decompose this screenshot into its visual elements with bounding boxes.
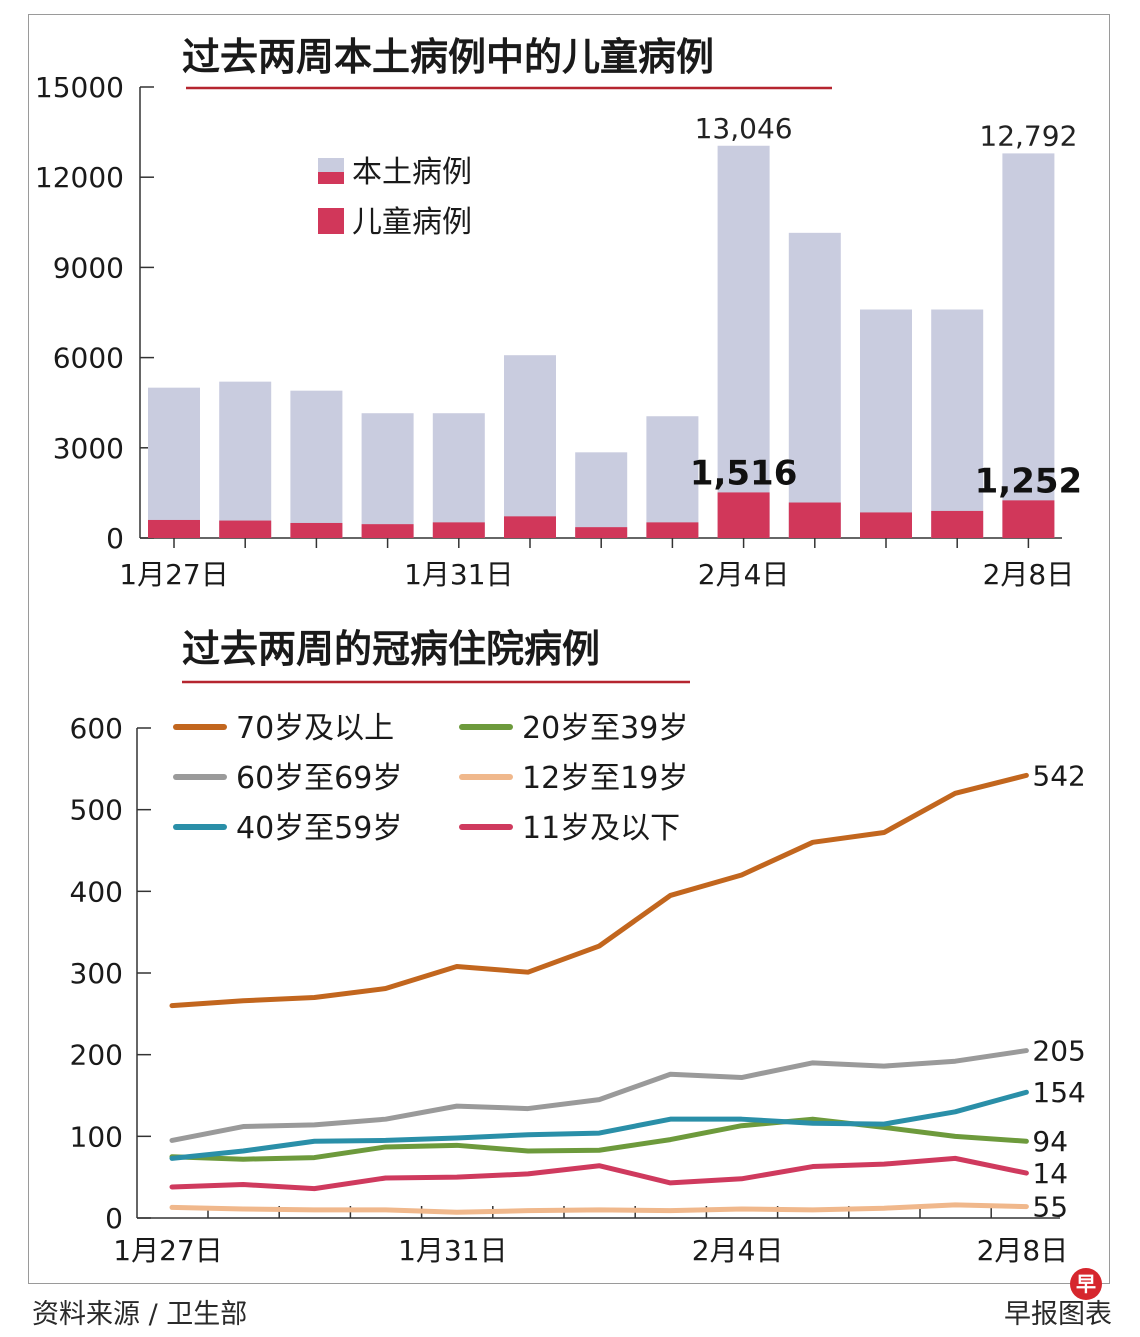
- bar-value-label: 1,252: [975, 461, 1083, 501]
- legend-series-label: 12岁至19岁: [522, 761, 688, 796]
- line-y-tick-label: 200: [70, 1039, 123, 1072]
- line-end-label: 55: [1032, 1191, 1068, 1224]
- bar-child: [860, 512, 912, 538]
- bar-total: [361, 413, 414, 538]
- line-end-label: 154: [1032, 1076, 1085, 1109]
- line-x-tick-label: 1月31日: [398, 1234, 507, 1267]
- bar-value-label: 1,516: [690, 453, 798, 493]
- bar-child: [148, 519, 200, 538]
- bar-y-tick-label: 6000: [53, 342, 124, 375]
- line-series-6: [169, 1155, 1029, 1192]
- bar-total: [432, 413, 485, 538]
- bar-total: [860, 309, 912, 538]
- bar-total: [148, 387, 200, 538]
- bar-total: [504, 355, 556, 538]
- line-y-tick-label: 600: [70, 712, 123, 745]
- line-y-tick-label: 0: [105, 1202, 123, 1235]
- line-x-tick-label: 2月8日: [977, 1234, 1069, 1267]
- bar-total: [717, 145, 770, 539]
- legend-series-label: 11岁及以下: [522, 811, 680, 846]
- legend-series-label: 20岁至39岁: [522, 711, 688, 746]
- line-x-tick-label: 1月27日: [113, 1234, 222, 1267]
- bar-total: [219, 381, 272, 538]
- bar-total: [575, 452, 628, 538]
- line-end-label: 205: [1032, 1035, 1085, 1068]
- bar-child: [432, 522, 485, 538]
- line-series-3: [169, 1089, 1029, 1161]
- bar-x-tick-label: 2月8日: [983, 558, 1075, 591]
- line-series-4: [169, 1116, 1029, 1162]
- bar-value-label: 13,046: [695, 112, 793, 145]
- bar-child: [1002, 500, 1055, 538]
- bar-x-tick-label: 1月31日: [404, 558, 513, 591]
- legend-series-label: 60岁至69岁: [236, 761, 402, 796]
- bar-y-tick-label: 12000: [35, 161, 124, 194]
- line-end-label: 542: [1032, 759, 1085, 792]
- line-end-label: 14: [1032, 1157, 1068, 1190]
- bar-value-label: 12,792: [979, 119, 1077, 152]
- bar-child: [504, 516, 556, 538]
- line-x-tick-label: 2月4日: [692, 1234, 784, 1267]
- bar-y-tick-label: 15000: [35, 71, 124, 104]
- line-y-tick-label: 100: [70, 1120, 123, 1153]
- chart-credit: 早报图表: [1004, 1299, 1112, 1330]
- legend-series-label: 70岁及以上: [236, 711, 394, 746]
- line-series-1: [169, 772, 1029, 1009]
- bar-child: [290, 522, 343, 538]
- legend-swatch-child: [318, 208, 344, 234]
- line-y-tick-label: 400: [70, 875, 123, 908]
- bar-x-tick-label: 1月27日: [119, 558, 228, 591]
- bar-y-tick-label: 9000: [53, 251, 124, 284]
- line-chart-title: 过去两周的冠病住院病例: [182, 627, 600, 671]
- bar-total: [788, 232, 841, 538]
- bar-child: [646, 522, 699, 538]
- legend-label-child: 儿童病例: [352, 205, 472, 240]
- bar-y-tick-label: 3000: [53, 432, 124, 465]
- bar-child: [575, 527, 628, 538]
- bar-chart-title: 过去两周本土病例中的儿童病例: [182, 35, 714, 79]
- line-y-tick-label: 300: [70, 957, 123, 990]
- bar-total: [290, 390, 343, 538]
- bar-child: [361, 524, 414, 538]
- publisher-logo: 早: [1070, 1268, 1102, 1300]
- line-y-tick-label: 500: [70, 794, 123, 827]
- legend-label-total: 本土病例: [352, 155, 472, 190]
- bar-child: [788, 502, 841, 538]
- bar-total: [931, 309, 984, 538]
- chart-frame: [28, 14, 1110, 1284]
- source-note: 资料来源 / 卫生部: [32, 1299, 248, 1330]
- line-series-5: [169, 1202, 1029, 1215]
- bar-child: [219, 520, 272, 538]
- line-series-2: [169, 1048, 1029, 1143]
- bar-y-tick-label: 0: [106, 522, 124, 555]
- line-end-label: 94: [1032, 1125, 1068, 1158]
- bar-x-tick-label: 2月4日: [698, 558, 790, 591]
- bar-child: [717, 492, 770, 538]
- bar-total: [646, 416, 699, 538]
- bar-child: [931, 510, 984, 538]
- bar-total: [1002, 153, 1055, 538]
- legend-series-label: 40岁至59岁: [236, 811, 402, 846]
- legend-swatch-total-child-part: [318, 172, 344, 184]
